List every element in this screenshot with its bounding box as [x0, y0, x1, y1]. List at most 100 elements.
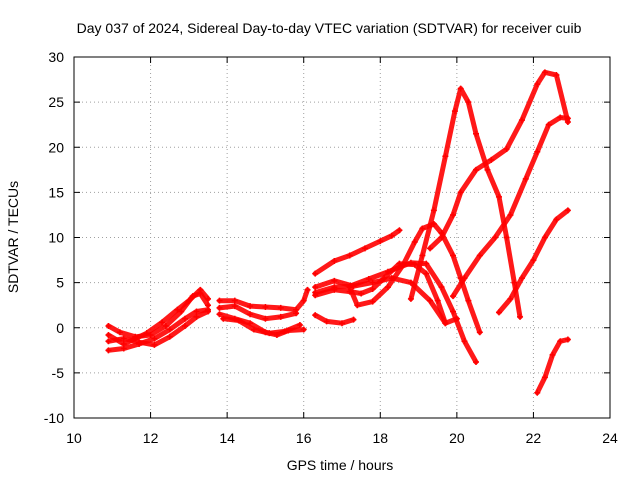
data-point	[438, 234, 445, 241]
data-point	[541, 69, 548, 76]
data-point	[346, 284, 353, 291]
data-point	[564, 207, 571, 214]
ticks	[73, 56, 611, 419]
data-point	[277, 304, 284, 311]
data-point	[419, 225, 426, 232]
data-point	[151, 335, 158, 342]
data-point	[492, 234, 499, 241]
data-point	[400, 261, 407, 268]
data-point	[369, 279, 376, 286]
data-point	[250, 326, 257, 333]
data-point	[312, 312, 319, 319]
data-point	[507, 295, 514, 302]
data-point	[105, 338, 112, 345]
x-tick-label: 22	[526, 430, 542, 446]
data-point	[174, 306, 181, 313]
data-point	[296, 322, 303, 329]
data-point	[262, 303, 269, 310]
series-track-j	[312, 312, 356, 326]
data-point	[427, 297, 434, 304]
y-tick-label: 10	[48, 230, 64, 246]
series-track-e	[217, 287, 310, 313]
data-point	[522, 175, 529, 182]
data-point	[235, 317, 242, 324]
data-point	[534, 148, 541, 155]
data-point	[105, 322, 112, 329]
data-point	[105, 331, 112, 338]
data-point	[354, 302, 361, 309]
data-point	[231, 303, 238, 310]
data-point	[247, 311, 254, 318]
data-point	[518, 275, 525, 282]
data-point	[358, 290, 365, 297]
data-point	[517, 313, 524, 320]
data-point	[262, 315, 269, 322]
data-point	[473, 166, 479, 173]
data-point	[331, 286, 338, 293]
data-point	[216, 297, 223, 304]
series-track-b	[106, 307, 211, 353]
data-point	[553, 216, 560, 223]
data-point	[457, 189, 464, 196]
data-point	[564, 336, 571, 343]
data-point	[331, 257, 338, 264]
data-point	[553, 72, 560, 79]
series-track-q	[450, 115, 571, 299]
data-point	[182, 315, 189, 322]
data-point	[300, 297, 307, 304]
data-point	[216, 304, 223, 311]
data-point	[166, 326, 173, 333]
data-point	[450, 211, 457, 218]
data-point	[377, 238, 384, 245]
data-point	[503, 146, 510, 153]
data-point	[434, 297, 441, 304]
data-point	[136, 339, 143, 346]
x-tick-label: 12	[143, 430, 159, 446]
data-point	[350, 316, 357, 323]
data-point	[105, 347, 112, 354]
y-tick-label: -10	[44, 410, 64, 426]
data-point	[461, 338, 468, 345]
data-point	[419, 252, 426, 259]
data-point	[450, 293, 457, 300]
data-point	[511, 279, 518, 286]
y-tick-label: 5	[56, 275, 64, 291]
data-point	[557, 114, 564, 121]
data-point	[549, 351, 556, 358]
data-point	[507, 211, 514, 218]
y-tick-label: -5	[52, 365, 65, 381]
data-point	[461, 275, 468, 282]
data-point	[323, 318, 330, 325]
data-point	[193, 308, 200, 315]
data-point	[476, 329, 483, 336]
data-point	[423, 260, 430, 267]
data-point	[312, 284, 319, 291]
x-tick-label: 20	[449, 430, 465, 446]
data-point	[557, 338, 564, 345]
data-point	[312, 292, 319, 299]
x-tick-label: 14	[219, 430, 235, 446]
data-point	[339, 320, 345, 327]
data-point	[476, 252, 483, 259]
data-point	[361, 245, 368, 252]
data-point	[484, 166, 491, 173]
data-point	[120, 340, 127, 347]
data-point	[197, 286, 204, 293]
data-point	[451, 108, 458, 115]
data-point	[166, 333, 173, 340]
data-point	[423, 270, 430, 277]
chart-title: Day 037 of 2024, Sidereal Day-to-day VTE…	[77, 20, 582, 36]
data-point	[331, 277, 338, 284]
data-point	[411, 239, 418, 246]
data-point	[438, 284, 445, 291]
data-point	[182, 322, 189, 329]
data-point	[293, 310, 300, 317]
data-point	[312, 270, 319, 277]
y-tick-label: 20	[48, 139, 64, 155]
data-point	[541, 374, 548, 381]
data-point	[427, 245, 434, 252]
data-point	[162, 322, 169, 329]
data-point	[495, 309, 502, 316]
